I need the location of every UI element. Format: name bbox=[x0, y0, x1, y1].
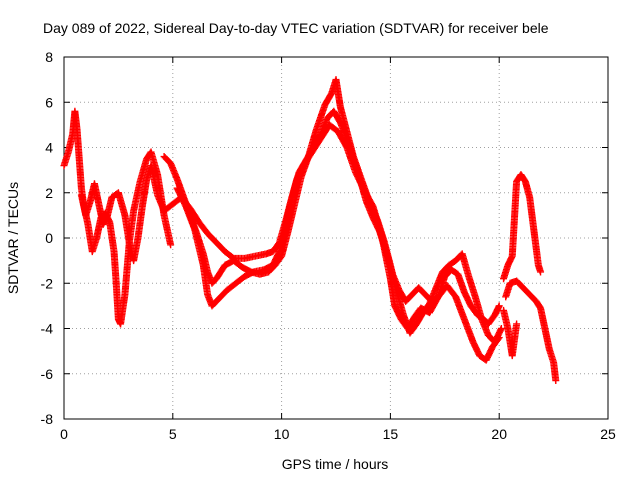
x-tick-label: 5 bbox=[169, 426, 177, 442]
y-tick-label: -6 bbox=[41, 366, 54, 382]
x-tick-label: 25 bbox=[600, 426, 616, 442]
series bbox=[500, 306, 521, 360]
data-point-marker bbox=[497, 325, 505, 332]
x-tick-label: 0 bbox=[60, 426, 68, 442]
y-tick-label: 4 bbox=[45, 140, 53, 156]
data-points bbox=[60, 76, 560, 385]
data-point-marker bbox=[494, 335, 502, 343]
data-point-marker bbox=[513, 320, 521, 328]
y-tick-label: 8 bbox=[45, 49, 53, 65]
axis-ticks: 0 5 10 15 20 25 -8 -6 -4 -2 0 2 4 6 8 bbox=[41, 49, 616, 442]
series bbox=[500, 171, 545, 283]
y-tick-label: 2 bbox=[45, 185, 53, 201]
y-tick-label: -8 bbox=[41, 411, 54, 427]
chart-title: Day 089 of 2022, Sidereal Day-to-day VTE… bbox=[43, 20, 549, 36]
series bbox=[60, 107, 175, 328]
data-point-marker bbox=[495, 302, 503, 310]
grid-lines bbox=[64, 57, 608, 419]
y-tick-label: -2 bbox=[41, 275, 54, 291]
data-point-marker bbox=[552, 377, 560, 385]
data-point-marker bbox=[495, 334, 503, 342]
y-axis-label: SDTVAR / TECUs bbox=[5, 181, 21, 295]
series bbox=[173, 121, 503, 364]
data-point-marker bbox=[167, 241, 175, 249]
x-tick-label: 10 bbox=[274, 426, 290, 442]
x-axis-label: GPS time / hours bbox=[281, 456, 389, 472]
data-point-marker bbox=[537, 268, 545, 276]
y-tick-label: -4 bbox=[41, 321, 54, 337]
y-tick-label: 0 bbox=[45, 230, 53, 246]
series bbox=[502, 277, 560, 385]
x-tick-label: 20 bbox=[491, 426, 507, 442]
y-tick-label: 6 bbox=[45, 94, 53, 110]
x-tick-label: 15 bbox=[383, 426, 399, 442]
